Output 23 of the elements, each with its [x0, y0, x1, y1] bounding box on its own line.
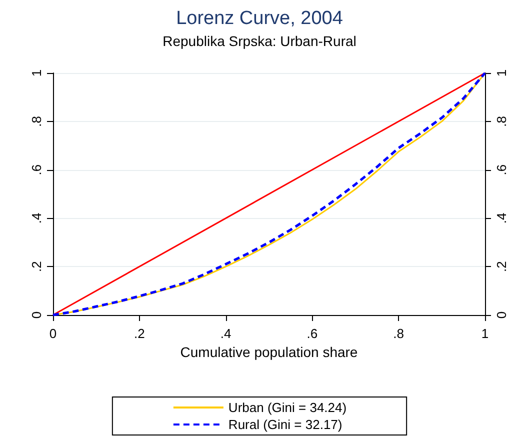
x-tick-label: .2: [134, 326, 145, 341]
y-tick-label: .2: [29, 261, 44, 272]
chart-title: Lorenz Curve, 2004: [176, 8, 344, 29]
x-tick-label: 0: [49, 326, 57, 341]
x-axis-title: Cumulative population share: [180, 344, 358, 360]
y2-tick-label: 1: [494, 69, 509, 77]
y-tick-label: 0: [29, 311, 44, 319]
y2-tick-label: .2: [494, 261, 509, 272]
chart-subtitle: Republika Srpska: Urban-Rural: [162, 33, 356, 49]
y-tick-label: .6: [29, 164, 44, 176]
x-tick-label: .8: [393, 326, 404, 341]
y2-tick-label: .4: [494, 212, 509, 224]
y2-tick-label: .8: [494, 116, 509, 127]
legend-label: Rural (Gini = 32.17): [228, 417, 342, 432]
y2-tick-label: 0: [494, 311, 509, 319]
legend-label: Urban (Gini = 34.24): [228, 400, 347, 415]
x-tick-label: .4: [220, 326, 232, 341]
y2-tick-label: .6: [494, 164, 509, 176]
y-tick-label: .4: [29, 212, 44, 224]
x-tick-label: .6: [306, 326, 318, 341]
y-tick-label: .8: [29, 116, 44, 127]
x-tick-label: 1: [481, 326, 489, 341]
y-tick-label: 1: [29, 69, 44, 77]
